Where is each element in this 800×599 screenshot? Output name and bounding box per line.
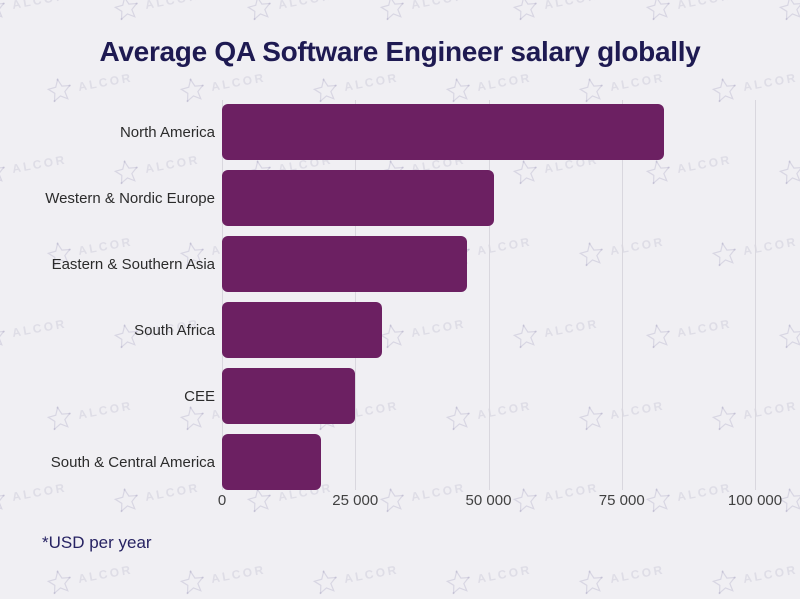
gridline	[222, 100, 223, 490]
chart-title: Average QA Software Engineer salary glob…	[99, 36, 701, 67]
gridline	[355, 100, 357, 490]
x-tick-label: 50 000	[465, 492, 512, 509]
category-label: Western & Nordic Europe	[45, 189, 215, 207]
category-label: CEE	[184, 387, 215, 405]
usd-per-year-footnote: *USD per year	[42, 533, 152, 552]
bar	[222, 170, 494, 226]
bar	[222, 302, 382, 358]
gridline	[488, 100, 490, 490]
x-tick-label: 100 000	[727, 492, 783, 509]
gridline	[755, 100, 756, 490]
bar	[222, 236, 468, 292]
gridline	[621, 100, 623, 490]
x-tick-label: 25 000	[332, 492, 379, 509]
category-label: Eastern & Southern Asia	[51, 255, 215, 273]
category-label: South Africa	[134, 321, 215, 339]
bar	[222, 104, 665, 160]
x-tick-label: 0	[217, 492, 227, 509]
x-tick-label: 75 000	[598, 492, 645, 509]
bar	[222, 368, 356, 424]
bar	[222, 434, 321, 490]
category-label: North America	[119, 123, 215, 141]
category-label: South & Central America	[50, 453, 215, 471]
